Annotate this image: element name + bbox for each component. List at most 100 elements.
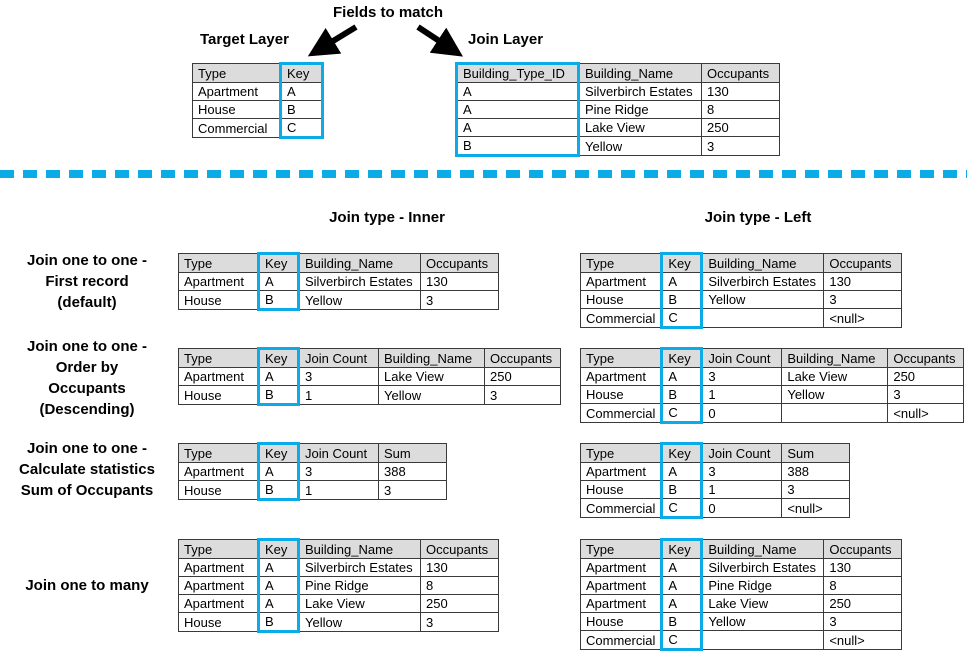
table-cell: Pine Ridge	[578, 100, 702, 119]
table-cell: Apartment	[178, 272, 259, 291]
column-header-cell: Building_Name	[298, 539, 421, 559]
column-header-cell: Occupants	[823, 253, 903, 273]
table-cell: Commercial	[579, 308, 663, 328]
table-row: House B 1 3	[178, 480, 447, 501]
table-cell: 3	[378, 480, 447, 500]
table-cell: A	[455, 100, 580, 119]
table-cell: Apartment	[579, 576, 663, 595]
column-header-cell: Occupants	[823, 539, 903, 559]
column-header-cell: Occupants	[484, 348, 561, 368]
table-cell: House	[579, 385, 663, 404]
table-cell: Yellow	[298, 290, 421, 310]
table-row: House B 1 Yellow 3	[178, 385, 561, 406]
table-row: House B	[192, 100, 324, 119]
table-cell: 8	[701, 100, 780, 119]
column-header-cell: Building_Name	[781, 348, 889, 368]
table-cell: C	[660, 630, 704, 651]
column-header-cell: Type	[192, 63, 281, 83]
table-cell: C	[660, 498, 704, 519]
arrow-to-join-key-icon	[416, 24, 464, 57]
table-row: House B Yellow 3	[579, 290, 903, 309]
table-cell: Yellow	[378, 385, 485, 405]
table-row: Apartment A Lake View 250	[178, 594, 499, 613]
arrow-to-target-key-icon	[307, 24, 358, 57]
table-cell: 130	[420, 558, 499, 577]
table-cell: Pine Ridge	[298, 576, 421, 595]
table-row: House B 1 3	[579, 480, 851, 499]
table-cell: House	[579, 612, 663, 631]
table-cell: 8	[420, 576, 499, 595]
table-cell: A	[660, 462, 704, 481]
table-header-row: Type Key Join Count Sum	[178, 442, 447, 463]
table-cell: Apartment	[178, 462, 259, 481]
table-cell	[781, 403, 889, 423]
table-cell: 250	[484, 367, 561, 386]
table-cell: A	[660, 272, 704, 291]
column-header-cell: Key	[257, 347, 300, 368]
table-cell: Lake View	[378, 367, 485, 386]
table-cell: Apartment	[178, 576, 259, 595]
table-cell: House	[178, 480, 259, 500]
table-cell: Lake View	[298, 594, 421, 613]
separator-dashed-line	[0, 170, 967, 178]
column-header-cell: Type	[579, 443, 663, 463]
table-cell: Apartment	[579, 558, 663, 577]
column-header-cell: Join Count	[298, 348, 379, 368]
column-header-cell: Join Count	[701, 443, 783, 463]
column-header-cell: Building_Name	[378, 348, 485, 368]
inner-first-record-table: Type Key Building_Name Occupants Apartment A S…	[178, 252, 499, 311]
column-header-cell: Building_Name	[701, 253, 825, 273]
table-cell: C	[279, 118, 324, 139]
column-header-cell: Type	[579, 539, 663, 559]
table-cell: <null>	[823, 308, 903, 328]
table-cell: 1	[701, 385, 783, 404]
column-header-cell: Type	[178, 539, 259, 559]
table-cell: 130	[420, 272, 499, 291]
table-cell: 8	[823, 576, 903, 595]
table-cell: Lake View	[578, 118, 702, 137]
table-cell: <null>	[823, 630, 903, 650]
table-cell: Lake View	[781, 367, 889, 386]
column-header-cell: Join Count	[298, 443, 379, 463]
table-header-row: Type Key	[192, 62, 324, 83]
table-cell: Silverbirch Estates	[701, 558, 825, 577]
table-cell: Silverbirch Estates	[701, 272, 825, 291]
column-header-cell: Type	[579, 348, 663, 368]
left-one-to-many-table: Type Key Building_Name Occupants Apartment A S…	[579, 538, 903, 651]
table-row: Apartment A Lake View 250	[579, 594, 903, 613]
column-header-cell: Building_Name	[298, 253, 421, 273]
table-cell: House	[178, 612, 259, 632]
column-header-cell: Key	[660, 252, 704, 273]
table-cell: A	[257, 594, 300, 613]
table-cell: A	[660, 558, 704, 577]
table-cell: Yellow	[701, 612, 825, 631]
column-header-cell: Occupants	[887, 348, 965, 368]
table-cell: B	[660, 385, 704, 404]
table-row: A Silverbirch Estates 130	[455, 82, 780, 101]
column-header-cell: Key	[257, 442, 300, 463]
table-cell: 3	[823, 612, 903, 631]
table-cell: B	[257, 385, 300, 406]
table-cell: Yellow	[298, 612, 421, 632]
table-cell: 3	[701, 462, 783, 481]
table-row: A Lake View 250	[455, 118, 780, 137]
column-header-cell: Building_Name	[578, 63, 702, 83]
table-cell: Silverbirch Estates	[298, 558, 421, 577]
table-cell: Commercial	[579, 498, 663, 518]
table-row: Apartment A 3 388	[579, 462, 851, 481]
table-cell: 3	[823, 290, 903, 309]
table-cell: Apartment	[579, 272, 663, 291]
table-cell: A	[455, 82, 580, 101]
join-type-left-heading: Join type - Left	[704, 209, 812, 226]
table-cell: 130	[823, 558, 903, 577]
table-header-row: Type Key Join Count Building_Name Occupants	[579, 347, 965, 368]
inner-order-by-table: Type Key Join Count Building_Name Occupants A…	[178, 347, 561, 406]
column-header-cell: Sum	[378, 443, 447, 463]
table-cell: 3	[484, 385, 561, 405]
table-cell: C	[660, 403, 704, 424]
table-cell: <null>	[781, 498, 851, 518]
row-label-first-record: Join one to one - First record (default)	[27, 252, 147, 311]
column-header-cell: Key	[660, 538, 704, 559]
column-header-cell: Type	[178, 348, 259, 368]
